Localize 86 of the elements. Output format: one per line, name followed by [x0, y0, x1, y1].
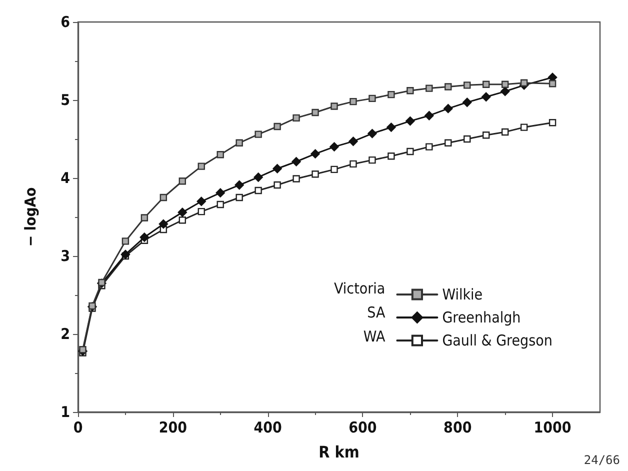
- point: [310, 149, 320, 158]
- x-tick-label: 600: [348, 418, 377, 436]
- point: [444, 104, 453, 114]
- point: [254, 172, 263, 182]
- x-tick-label: 200: [158, 418, 187, 436]
- annotation: SA: [367, 304, 386, 322]
- point: [216, 188, 225, 198]
- point: [406, 116, 415, 126]
- point: [368, 128, 377, 138]
- point: [388, 152, 395, 160]
- point: [426, 84, 433, 92]
- point: [406, 148, 414, 156]
- point: [274, 181, 281, 189]
- point: [312, 108, 319, 116]
- point: [348, 136, 358, 146]
- legend-label: Wilkie: [442, 286, 483, 304]
- point: [254, 130, 262, 138]
- point: [548, 80, 556, 88]
- point: [548, 119, 556, 126]
- x-tick-label: 400: [254, 418, 282, 436]
- point: [122, 238, 130, 245]
- point: [198, 162, 205, 170]
- point: [330, 102, 338, 110]
- point: [236, 194, 243, 202]
- point: [520, 124, 528, 131]
- point: [464, 82, 471, 89]
- point: [388, 90, 395, 98]
- point: [158, 219, 168, 229]
- point: [216, 151, 224, 158]
- y-tick-label: 4: [60, 169, 70, 187]
- point: [178, 216, 186, 224]
- point: [501, 128, 509, 136]
- point: [350, 98, 357, 106]
- point: [292, 175, 300, 182]
- point: [482, 92, 491, 102]
- point: [178, 178, 186, 185]
- point: [444, 139, 452, 146]
- point: [272, 164, 282, 174]
- point: [462, 98, 472, 107]
- y-axis-title: − logAo: [22, 187, 40, 247]
- point: [426, 143, 433, 150]
- point: [196, 196, 206, 206]
- legend-label: Gaull & Gregson: [442, 332, 552, 350]
- point: [198, 208, 205, 216]
- point: [79, 346, 86, 354]
- point: [140, 214, 148, 222]
- point: [520, 79, 528, 86]
- legend-label: Greenhalgh: [442, 308, 521, 326]
- point: [292, 157, 301, 166]
- point: [274, 122, 281, 130]
- text: 24/66: [584, 453, 620, 467]
- point: [464, 135, 471, 143]
- point: [386, 122, 396, 132]
- y-tick-label: 5: [60, 91, 70, 109]
- point: [330, 142, 339, 152]
- point: [368, 156, 376, 164]
- point: [160, 194, 168, 202]
- point: [330, 166, 338, 174]
- point: [140, 232, 150, 242]
- x-tick-label: 800: [444, 418, 472, 436]
- annotation: WA: [363, 328, 386, 346]
- point: [482, 132, 490, 139]
- annotation: Victoria: [334, 280, 386, 298]
- point: [178, 208, 187, 217]
- point: [500, 86, 510, 96]
- point: [501, 80, 509, 88]
- y-tick-label: 3: [60, 247, 70, 265]
- point: [482, 80, 490, 88]
- point: [406, 87, 414, 94]
- point: [350, 160, 357, 168]
- point: [120, 250, 130, 260]
- point: [216, 200, 224, 208]
- point: [368, 94, 376, 102]
- y-tick-label: 1: [60, 403, 70, 421]
- x-tick-label: 1000: [534, 418, 572, 436]
- point: [312, 170, 319, 178]
- y-tick-label: 6: [60, 13, 70, 31]
- y-tick-label: 2: [60, 325, 70, 343]
- point: [254, 186, 262, 194]
- point: [424, 111, 434, 120]
- point: [444, 83, 452, 90]
- x-axis-title: R km: [318, 442, 360, 462]
- x-tick-label: 0: [73, 418, 83, 436]
- point: [236, 139, 243, 146]
- point: [292, 114, 300, 122]
- point: [234, 180, 244, 190]
